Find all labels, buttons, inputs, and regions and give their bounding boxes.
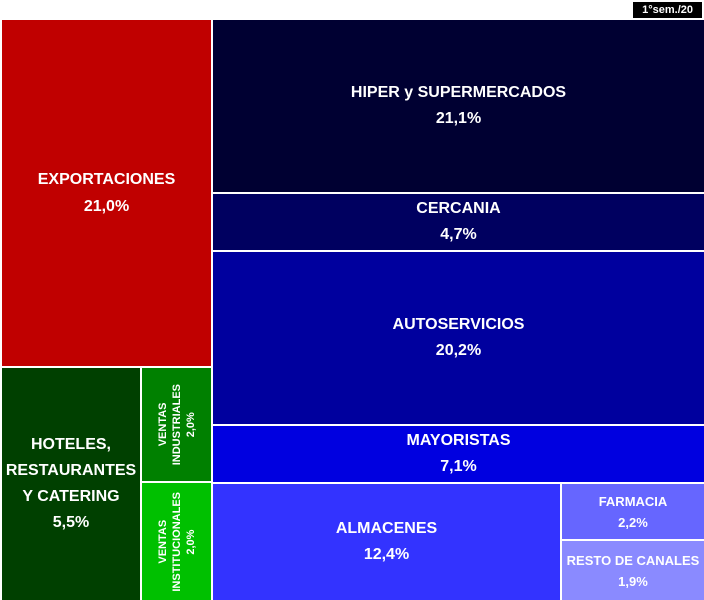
tile-farmacia: FARMACIA 2,2% [562, 484, 704, 539]
tile-hoteles: HOTELES, RESTAURANTES Y CATERING 5,5% [2, 368, 140, 600]
tile-value-label: 20,2% [435, 342, 482, 359]
tile-label-group: AUTOSERVICIOS 20,2% [393, 312, 525, 364]
tile-label-group: VENTAS INDUSTRIALES 2,0% [156, 384, 198, 465]
tile-label-group: CERCANIA 4,7% [416, 196, 500, 248]
tile-value-label: 21,1% [435, 110, 482, 127]
tile-value-label: 1,9% [618, 573, 648, 589]
tile-value-label: 5,5% [52, 514, 90, 531]
tile-label-group: ALMACENES 12,4% [336, 516, 437, 568]
tile-ventas-institucionales: VENTAS INSTITUCIONALES 2,0% [142, 483, 211, 600]
tile-label: VENTAS INDUSTRIALES [156, 383, 183, 466]
tile-hiper: HIPER y SUPERMERCADOS 21,1% [213, 20, 704, 192]
tile-label: HIPER y SUPERMERCADOS [350, 84, 567, 101]
tile-label: MAYORISTAS [406, 432, 511, 449]
tile-label: EXPORTACIONES [37, 171, 176, 188]
tile-label-group: FARMACIA 2,2% [599, 491, 668, 533]
tile-cercania: CERCANIA 4,7% [213, 194, 704, 250]
tile-value-label: 2,0% [184, 411, 197, 438]
tile-label: CERCANIA [416, 200, 501, 217]
tile-ventas-industriales: VENTAS INDUSTRIALES 2,0% [142, 368, 211, 481]
tile-mayoristas: MAYORISTAS 7,1% [213, 426, 704, 482]
tile-value-label: 21,0% [83, 198, 130, 215]
tile-label-group: EXPORTACIONES 21,0% [38, 166, 176, 220]
tile-almacenes: ALMACENES 12,4% [213, 484, 560, 600]
tile-label: AUTOSERVICIOS [392, 316, 525, 333]
tile-label: FARMACIA [598, 493, 668, 509]
tile-value-label: 12,4% [363, 546, 410, 563]
period-badge: 1°sem./20 [633, 2, 702, 18]
tile-label-group: MAYORISTAS 7,1% [406, 428, 510, 480]
tile-value-label: 4,7% [440, 226, 477, 243]
tile-label-group: RESTO DE CANALES 1,9% [567, 550, 700, 592]
tile-exportaciones: EXPORTACIONES 21,0% [2, 20, 211, 366]
tile-label: HOTELES, RESTAURANTES Y CATERING [5, 436, 137, 505]
tile-label: VENTAS INSTITUCIONALES [156, 491, 183, 592]
tile-label-group: VENTAS INSTITUCIONALES 2,0% [156, 492, 198, 592]
tile-autoservicios: AUTOSERVICIOS 20,2% [213, 252, 704, 424]
tile-value-label: 2,2% [618, 514, 648, 530]
tile-label-group: HOTELES, RESTAURANTES Y CATERING 5,5% [6, 432, 136, 536]
tile-value-label: 2,0% [184, 528, 197, 555]
tile-resto: RESTO DE CANALES 1,9% [562, 541, 704, 600]
tile-label: ALMACENES [335, 520, 438, 537]
tile-label: RESTO DE CANALES [566, 552, 700, 568]
tile-label-group: HIPER y SUPERMERCADOS 21,1% [351, 80, 566, 132]
tile-value-label: 7,1% [440, 458, 477, 475]
